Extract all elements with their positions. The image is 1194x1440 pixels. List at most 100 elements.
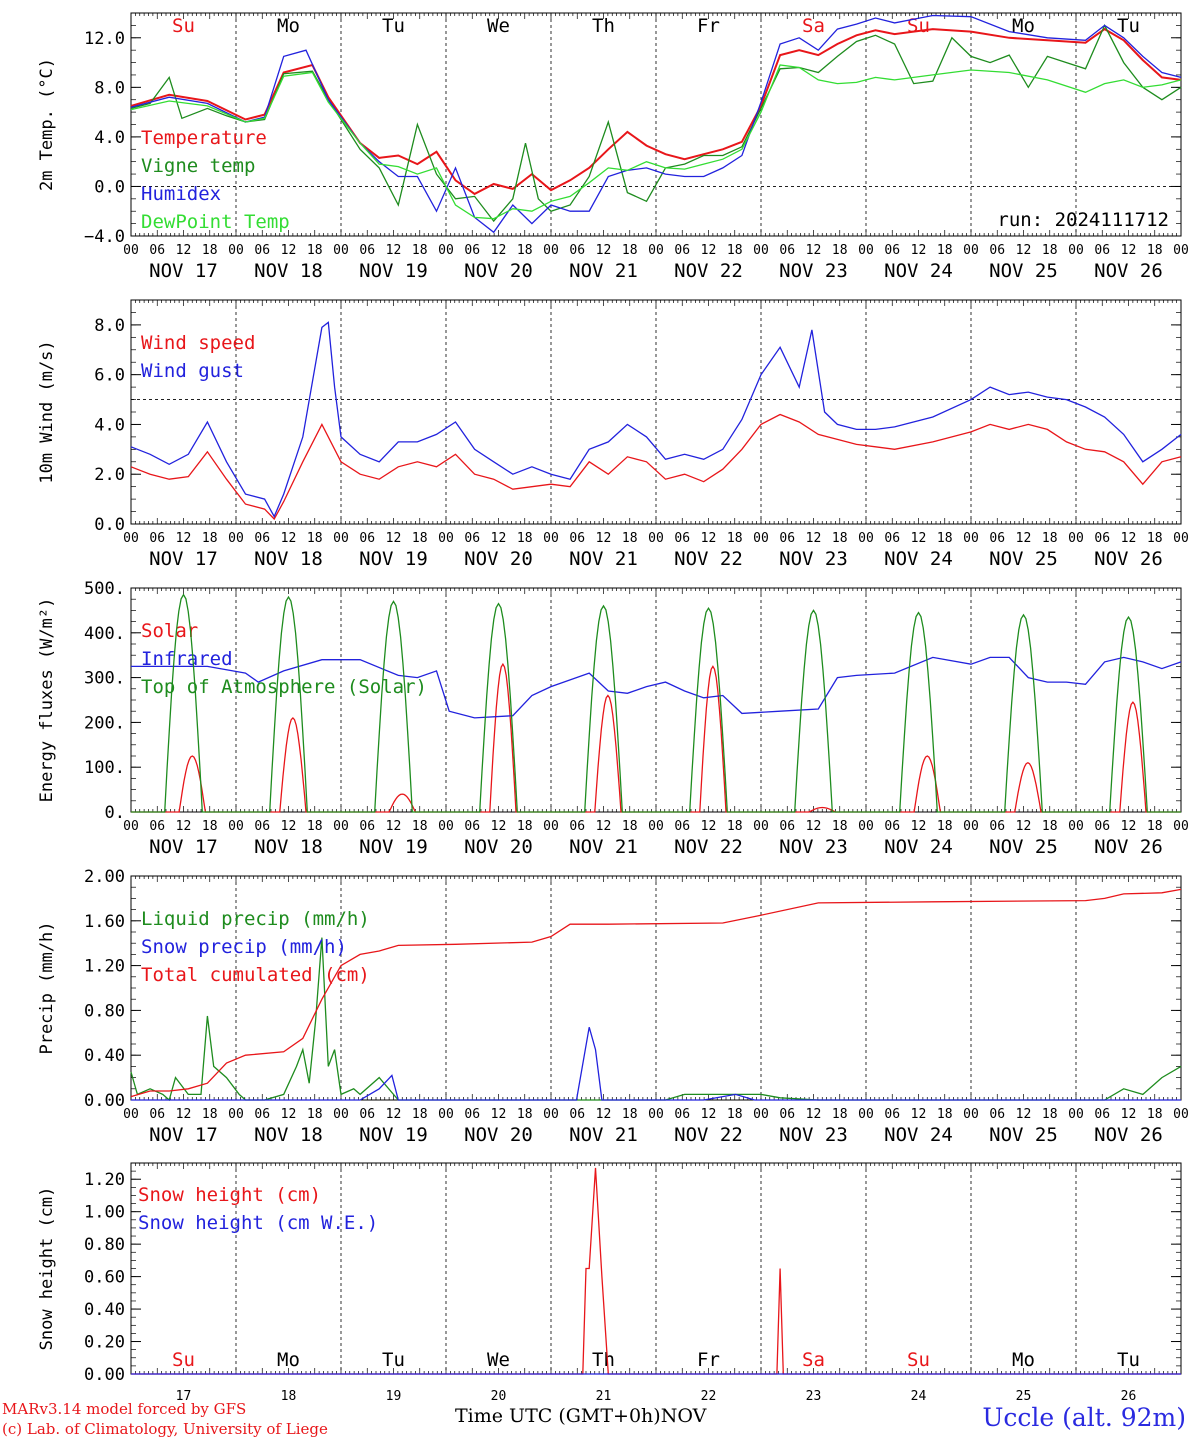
y-tick-label: 0.00 xyxy=(84,1091,125,1111)
model-credit: MARv3.14 model forced by GFS xyxy=(2,1400,247,1418)
hour-label: 12 xyxy=(701,819,717,834)
bottom-month-label: NOV xyxy=(660,1405,707,1427)
day-number: 18 xyxy=(281,1389,297,1404)
y-tick-label: 2.0 xyxy=(94,465,125,485)
hour-label: 18 xyxy=(412,243,428,258)
y-tick-label: 100. xyxy=(84,758,125,778)
y-tick-label: 200. xyxy=(84,713,125,733)
date-label: NOV 18 xyxy=(254,548,323,570)
hour-label: 06 xyxy=(359,243,375,258)
date-label: NOV 25 xyxy=(989,836,1058,858)
legend-entry: Temperature xyxy=(141,127,267,149)
hour-label: 06 xyxy=(569,531,585,546)
day-name: Tu xyxy=(1117,1349,1140,1371)
series-line-infrared xyxy=(131,656,1182,719)
legend-entry: Infrared xyxy=(141,648,233,670)
day-name: Su xyxy=(907,1349,930,1371)
day-number: 19 xyxy=(386,1389,402,1404)
hour-label: 00 xyxy=(753,243,769,258)
date-label: NOV 23 xyxy=(779,548,848,570)
hour-label: 06 xyxy=(149,243,165,258)
day-name: Tu xyxy=(382,1349,405,1371)
date-label: NOV 26 xyxy=(1094,548,1163,570)
series-line-top-of-atmosphere-solar- xyxy=(131,593,1181,813)
plot-frame xyxy=(130,587,1182,813)
hour-label: 12 xyxy=(806,819,822,834)
hour-label: 06 xyxy=(149,531,165,546)
hour-label: 12 xyxy=(491,819,507,834)
day-name: Su xyxy=(172,15,195,37)
hour-label: 12 xyxy=(1016,531,1032,546)
hour-label: 18 xyxy=(727,531,743,546)
day-name: We xyxy=(487,1349,510,1371)
hour-label: 18 xyxy=(727,819,743,834)
hour-label: 12 xyxy=(491,243,507,258)
day-name: Mo xyxy=(1012,1349,1035,1371)
date-label: NOV 23 xyxy=(779,260,848,282)
hour-label: 12 xyxy=(701,531,717,546)
hour-label: 06 xyxy=(464,531,480,546)
hour-label: 06 xyxy=(1094,531,1110,546)
hour-label: 12 xyxy=(281,531,297,546)
date-label: NOV 22 xyxy=(674,548,743,570)
day-name: Sa xyxy=(802,1349,825,1371)
hour-label: 18 xyxy=(1147,243,1163,258)
panel-3: 0. 100. 200. 300. 400. 500. Energy fluxes (W/m… xyxy=(37,579,1189,858)
hour-label: 18 xyxy=(517,1107,533,1122)
legend-entry: DewPoint Temp xyxy=(141,211,290,233)
y-tick-label: 2.00 xyxy=(84,867,125,887)
hour-label: 06 xyxy=(569,819,585,834)
date-label: NOV 19 xyxy=(359,1124,428,1146)
day-number: 25 xyxy=(1016,1389,1032,1404)
series-line-dewpoint-temp xyxy=(130,64,1182,220)
day-name: Su xyxy=(172,1349,195,1371)
day-number: 26 xyxy=(1121,1389,1137,1404)
date-label: NOV 17 xyxy=(149,260,218,282)
date-label: NOV 19 xyxy=(359,836,428,858)
hour-label: 18 xyxy=(517,819,533,834)
date-label: NOV 20 xyxy=(464,260,533,282)
hour-label: 00 xyxy=(438,243,454,258)
hour-label: 18 xyxy=(517,243,533,258)
y-tick-label: 1.20 xyxy=(84,957,125,977)
hour-label: 00 xyxy=(543,531,559,546)
day-name: Tu xyxy=(382,15,405,37)
legend-entry: Snow height (cm W.E.) xyxy=(138,1212,378,1234)
panel-5: 0.00 0.20 0.40 0.60 0.80 1.00 1.20 Snow height … xyxy=(37,1162,1182,1404)
hour-label: 18 xyxy=(412,1107,428,1122)
day-number: 20 xyxy=(491,1389,507,1404)
date-label: NOV 24 xyxy=(884,836,953,858)
hour-label: 12 xyxy=(806,531,822,546)
hour-label: 06 xyxy=(884,531,900,546)
hour-label: 00 xyxy=(333,1107,349,1122)
day-name: Th xyxy=(592,1349,615,1371)
hour-label: 12 xyxy=(386,819,402,834)
hour-label: 12 xyxy=(1016,243,1032,258)
hour-label: 00 xyxy=(753,819,769,834)
y-tick-label: 8.0 xyxy=(94,78,125,98)
y-tick-label: 1.60 xyxy=(84,912,125,932)
day-number: 23 xyxy=(806,1389,822,1404)
y-tick-label: 0.00 xyxy=(84,1365,125,1385)
date-label: NOV 21 xyxy=(569,260,638,282)
hour-label: 12 xyxy=(1121,243,1137,258)
hour-label: 18 xyxy=(202,1107,218,1122)
hour-label: 12 xyxy=(386,531,402,546)
date-label: NOV 20 xyxy=(464,836,533,858)
hour-label: 00 xyxy=(1068,819,1084,834)
day-name: Sa xyxy=(802,15,825,37)
day-number: 17 xyxy=(176,1389,192,1404)
legend-entry: Solar xyxy=(141,620,198,642)
hour-label: 18 xyxy=(622,1107,638,1122)
hour-label: 00 xyxy=(648,531,664,546)
date-label: NOV 22 xyxy=(674,836,743,858)
hour-label: 12 xyxy=(596,243,612,258)
hour-label: 18 xyxy=(202,531,218,546)
date-label: NOV 18 xyxy=(254,836,323,858)
series-line-liquid-precip-mm-h- xyxy=(130,937,1182,1102)
legend-entry: Liquid precip (mm/h) xyxy=(141,908,370,930)
day-name: Th xyxy=(592,15,615,37)
hour-label: 00 xyxy=(1173,243,1189,258)
hour-label: 12 xyxy=(386,243,402,258)
hour-label: 12 xyxy=(281,1107,297,1122)
